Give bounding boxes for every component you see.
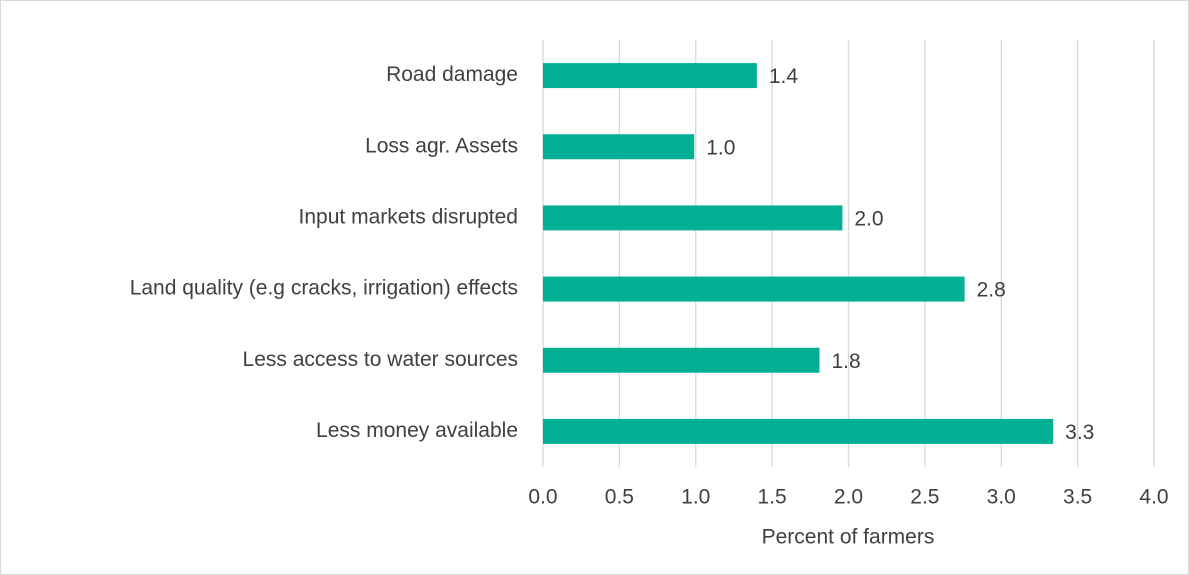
x-tick-label: 2.5 (910, 486, 939, 509)
x-tick-label: 3.5 (1063, 486, 1092, 509)
bar (543, 276, 965, 302)
x-tick-label: 1.0 (681, 486, 710, 509)
x-tick-label: 2.0 (834, 486, 863, 509)
data-label: 1.0 (706, 136, 735, 159)
y-tick-label: Road damage (386, 63, 518, 86)
y-tick-label: Loss agr. Assets (365, 134, 518, 157)
x-tick-label: 4.0 (1139, 486, 1168, 509)
x-axis-title: Percent of farmers (762, 526, 935, 549)
data-label: 3.3 (1065, 421, 1094, 444)
x-tick-label: 0.5 (605, 486, 634, 509)
y-tick-label: Less access to water sources (243, 348, 518, 371)
bar (543, 347, 820, 373)
data-label: 2.8 (977, 279, 1006, 302)
bar (543, 418, 1054, 444)
data-label: 1.8 (831, 350, 860, 373)
data-label: 1.4 (769, 65, 799, 88)
x-tick-label: 0.0 (528, 486, 557, 509)
data-label: 2.0 (854, 207, 883, 230)
y-tick-label: Input markets disrupted (299, 205, 518, 228)
bar (543, 205, 843, 231)
x-tick-label: 1.5 (758, 486, 787, 509)
y-tick-label: Less money available (316, 419, 518, 442)
bar (543, 63, 757, 89)
y-tick-label: Land quality (e.g cracks, irrigation) ef… (130, 277, 518, 300)
bar (543, 134, 695, 160)
x-tick-label: 3.0 (987, 486, 1016, 509)
